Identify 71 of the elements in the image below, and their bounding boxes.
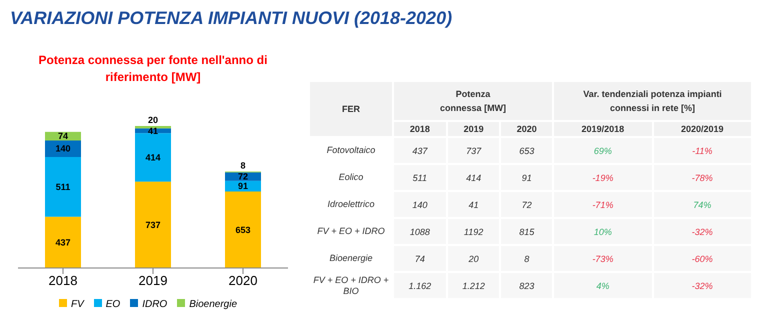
data-label: -73% xyxy=(554,246,652,271)
data-label: 1192 xyxy=(448,219,500,244)
data-label: -19% xyxy=(554,165,652,190)
data-label: -32% xyxy=(654,219,751,244)
legend-label: FV xyxy=(70,299,84,310)
data-label: 20 xyxy=(148,115,158,126)
data-label: 815 xyxy=(501,219,552,244)
x-tick-label: 2020/2019 xyxy=(654,122,751,136)
data-label: 72 xyxy=(238,172,248,182)
x-tick-label: 2018 xyxy=(48,273,78,288)
bar xyxy=(45,156,81,217)
data-label: 41 xyxy=(448,192,500,217)
data-label: -71% xyxy=(554,192,652,217)
data-label: 414 xyxy=(448,165,500,190)
x-tick-label: 2019/2018 xyxy=(554,122,652,136)
data-label: 737 xyxy=(145,220,161,230)
data-label: 1.162 xyxy=(394,273,446,298)
data-label: 437 xyxy=(394,138,446,163)
legend-label: EO xyxy=(106,299,120,310)
data-label: 1.212 xyxy=(448,273,500,298)
y-tick-label: Idroelettrico xyxy=(326,198,376,211)
y-tick-label: FV + EO + IDRO + BIO xyxy=(312,274,390,298)
text: Potenza connessa [MW] xyxy=(394,82,552,120)
x-tick-label: 2019 xyxy=(448,122,500,136)
data-label: 823 xyxy=(501,273,552,298)
y-tick-label: FV + EO + IDRO xyxy=(316,225,386,238)
chart-subtitle: Potenza connessa per fonte nell'anno di riferimento [MW] xyxy=(38,52,268,86)
data-label: 74 xyxy=(58,131,68,142)
data-label: 4% xyxy=(554,273,652,298)
data-label: 10% xyxy=(554,219,652,244)
data-label: 69% xyxy=(554,138,652,163)
text: FER xyxy=(310,82,392,136)
data-label: 8 xyxy=(501,246,552,271)
data-label: 653 xyxy=(235,224,251,235)
bar xyxy=(135,133,171,182)
chart-title: VARIAZIONI POTENZA IMPIANTI NUOVI (2018-2020) xyxy=(10,8,454,29)
data-label: 737 xyxy=(448,138,500,163)
legend-label: Bioenergie xyxy=(189,299,238,310)
data-label: 653 xyxy=(501,138,552,163)
y-tick-label: Fotovoltaico xyxy=(326,144,376,157)
x-tick-label: 2018 xyxy=(394,122,446,136)
data-label: 511 xyxy=(56,182,70,192)
bar xyxy=(225,192,261,268)
data-label: 72 xyxy=(501,192,552,217)
y-tick-label: Bioenergie xyxy=(328,252,374,265)
data-label: 20 xyxy=(448,246,500,271)
data-label: -60% xyxy=(654,246,751,271)
data-label: 437 xyxy=(55,237,71,248)
x-tick-label: 2020 xyxy=(228,273,258,288)
bar xyxy=(45,140,81,157)
x-tick-label: 2019 xyxy=(138,273,168,288)
legend-label: IDRO xyxy=(142,299,168,310)
data-label: 8 xyxy=(240,160,246,170)
data-label: 74 xyxy=(394,246,446,271)
data-label: 41 xyxy=(148,126,158,136)
data-label: 140 xyxy=(394,192,446,217)
bar xyxy=(135,182,171,268)
data-label: -32% xyxy=(654,273,751,298)
data-label: 74% xyxy=(654,192,751,217)
data-label: 140 xyxy=(55,144,71,154)
data-label: -78% xyxy=(654,165,751,190)
data-label: 511 xyxy=(394,165,446,190)
bar xyxy=(45,216,81,268)
data-label: -11% xyxy=(654,138,751,163)
data-label: 1088 xyxy=(394,219,446,244)
data-label: 91 xyxy=(501,165,552,190)
y-tick-label: Eolico xyxy=(338,171,364,184)
data-label: 414 xyxy=(145,152,161,162)
text: Var. tendenziali potenza impianti connessi in rete [%] xyxy=(554,82,751,120)
x-tick-label: 2020 xyxy=(501,122,552,136)
data-label: 91 xyxy=(238,181,248,192)
